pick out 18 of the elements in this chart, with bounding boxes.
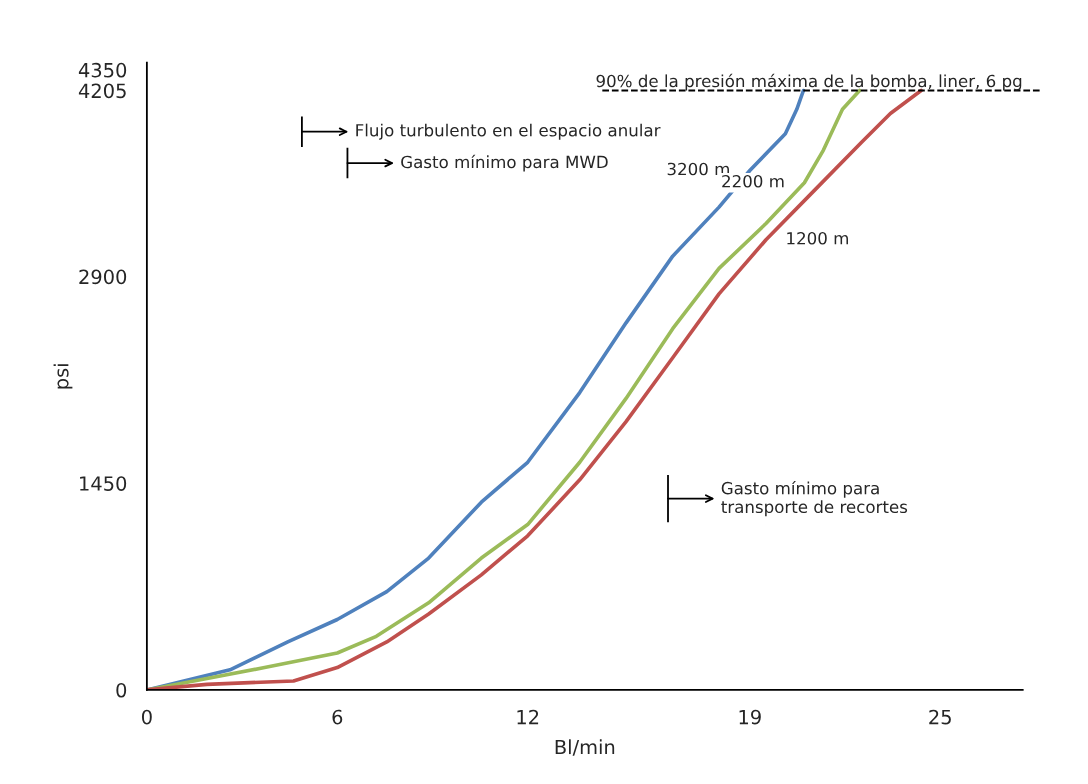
y-tick-label: 4205 [78, 83, 126, 99]
x-axis-title: Bl/min [555, 739, 615, 756]
annotation: Gasto mínimo para MWD [401, 154, 608, 172]
ref-line-label: 90% de la presión máxima de la bomba, liner, 6 pg [596, 73, 1022, 91]
x-tick-label: 12 [517, 709, 539, 725]
y-tick-label: 0 [116, 682, 127, 698]
y-tick-label: 1450 [80, 476, 127, 491]
y-tick-label: 4350 [78, 62, 127, 78]
x-tick-label: 25 [929, 709, 951, 725]
annotation: Gasto mínimo para transporte de recortes [721, 480, 908, 517]
y-axis-title: psi [53, 364, 73, 389]
series-label: 2200 m [722, 174, 784, 188]
annotation: Flujo turbulento en el espacio anular [356, 123, 661, 140]
x-tick-label: 0 [141, 709, 152, 725]
y-tick-label: 2900 [79, 269, 127, 285]
x-tick-label: 19 [739, 709, 761, 725]
series-label: 1200 m [787, 231, 848, 245]
x-tick-label: 6 [332, 709, 343, 725]
